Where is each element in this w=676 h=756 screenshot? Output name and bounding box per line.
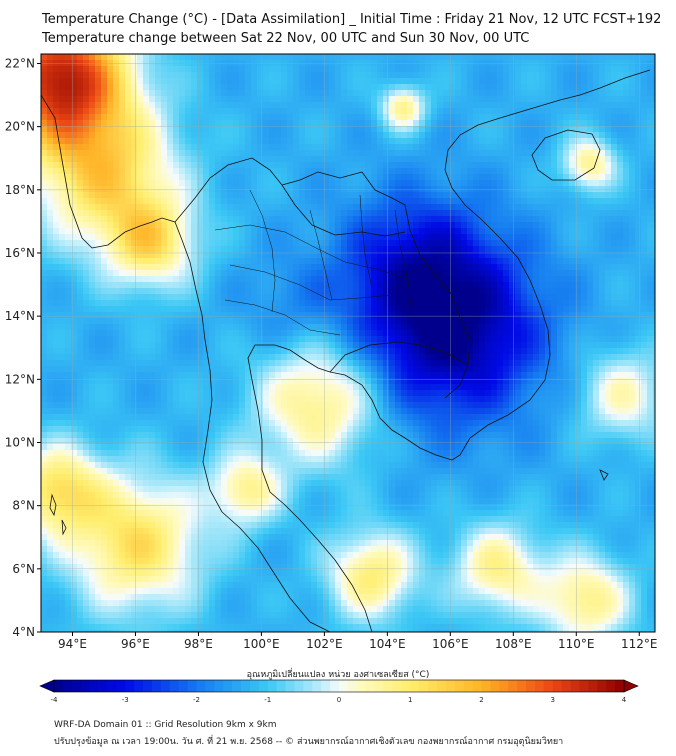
vietnam-coastline xyxy=(444,69,651,456)
lat-label: 18°N xyxy=(5,183,35,197)
colorbar-label: อุณหภูมิเปลี่ยนแปลง หน่วย องศาเซลเซียส (… xyxy=(246,670,430,680)
province-lines xyxy=(214,189,413,336)
lat-label: 10°N xyxy=(5,435,35,449)
lat-label: 6°N xyxy=(12,562,35,576)
coastline-borders xyxy=(41,69,651,632)
peninsula-east-coastline xyxy=(247,344,373,632)
thailand-myanmar-border xyxy=(174,157,363,223)
lon-label: 94°E xyxy=(58,637,87,651)
lon-label: 112°E xyxy=(621,637,658,651)
lat-label: 14°N xyxy=(5,309,35,323)
map-subtitle: Temperature change between Sat 22 Nov, 0… xyxy=(42,31,530,46)
lon-label: 98°E xyxy=(184,637,213,651)
hainan-island xyxy=(531,129,601,181)
lat-label: 4°N xyxy=(12,625,35,639)
axis-ticks: 94°E 96°E 98°E 100°E 102°E 104°E 106°E 108°E 110… xyxy=(5,56,658,651)
map-frame xyxy=(40,53,656,633)
peninsula-west-coastline xyxy=(221,511,331,632)
cambodia-border xyxy=(329,341,469,373)
lon-label: 96°E xyxy=(121,637,150,651)
temperature-field xyxy=(41,54,655,632)
lat-label: 16°N xyxy=(5,246,35,260)
lat-label: 12°N xyxy=(5,372,35,386)
lat-label: 22°N xyxy=(5,56,35,70)
lon-label: 106°E xyxy=(432,637,469,651)
graticule xyxy=(41,54,655,632)
lon-label: 100°E xyxy=(243,637,280,651)
temperature-change-map: 94°E 96°E 98°E 100°E 102°E 104°E 106°E 108°E 110… xyxy=(5,53,658,651)
island-small xyxy=(599,469,609,481)
cambodia-coastline xyxy=(329,371,461,461)
andaman-islands xyxy=(49,493,67,536)
lon-label: 104°E xyxy=(369,637,406,651)
lon-label: 110°E xyxy=(558,637,595,651)
lon-label: 102°E xyxy=(306,637,343,651)
footer-credit: ปรับปรุงข้อมูล ณ เวลา 19:00น. วัน ศ. ที่… xyxy=(54,737,564,747)
footer-model-info: WRF-DA Domain 01 :: Grid Resolution 9km … xyxy=(54,720,277,730)
lon-label: 108°E xyxy=(495,637,532,651)
map-title: Temperature Change (°C) - [Data Assimila… xyxy=(42,12,662,27)
lat-label: 8°N xyxy=(12,499,35,513)
thai-lao-border xyxy=(281,184,406,237)
lat-label: 20°N xyxy=(5,120,35,134)
